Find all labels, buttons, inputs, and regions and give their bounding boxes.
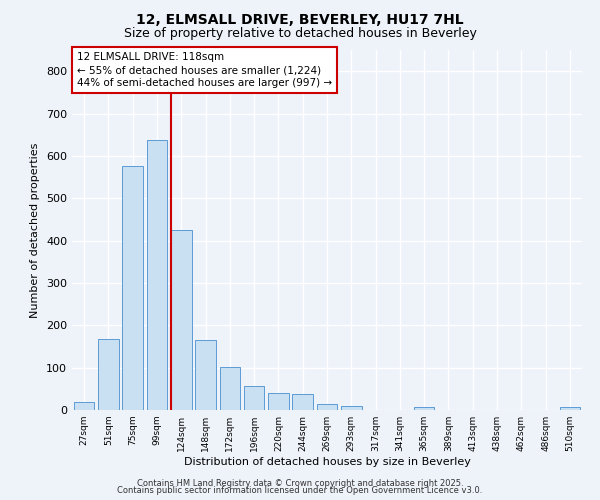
Y-axis label: Number of detached properties: Number of detached properties xyxy=(31,142,40,318)
Bar xyxy=(268,393,289,410)
Text: Contains public sector information licensed under the Open Government Licence v3: Contains public sector information licen… xyxy=(118,486,482,495)
Bar xyxy=(195,340,216,410)
Text: Size of property relative to detached houses in Beverley: Size of property relative to detached ho… xyxy=(124,28,476,40)
Bar xyxy=(122,166,143,410)
Text: 12 ELMSALL DRIVE: 118sqm
← 55% of detached houses are smaller (1,224)
44% of sem: 12 ELMSALL DRIVE: 118sqm ← 55% of detach… xyxy=(77,52,332,88)
Bar xyxy=(74,402,94,410)
Bar xyxy=(98,339,119,410)
Text: 12, ELMSALL DRIVE, BEVERLEY, HU17 7HL: 12, ELMSALL DRIVE, BEVERLEY, HU17 7HL xyxy=(136,12,464,26)
Text: Contains HM Land Registry data © Crown copyright and database right 2025.: Contains HM Land Registry data © Crown c… xyxy=(137,478,463,488)
Bar xyxy=(171,230,191,410)
Bar xyxy=(560,407,580,410)
Bar xyxy=(244,386,265,410)
Bar xyxy=(220,367,240,410)
Bar xyxy=(341,406,362,410)
Bar xyxy=(146,140,167,410)
Bar xyxy=(414,406,434,410)
Bar xyxy=(292,394,313,410)
X-axis label: Distribution of detached houses by size in Beverley: Distribution of detached houses by size … xyxy=(184,457,470,467)
Bar xyxy=(317,404,337,410)
